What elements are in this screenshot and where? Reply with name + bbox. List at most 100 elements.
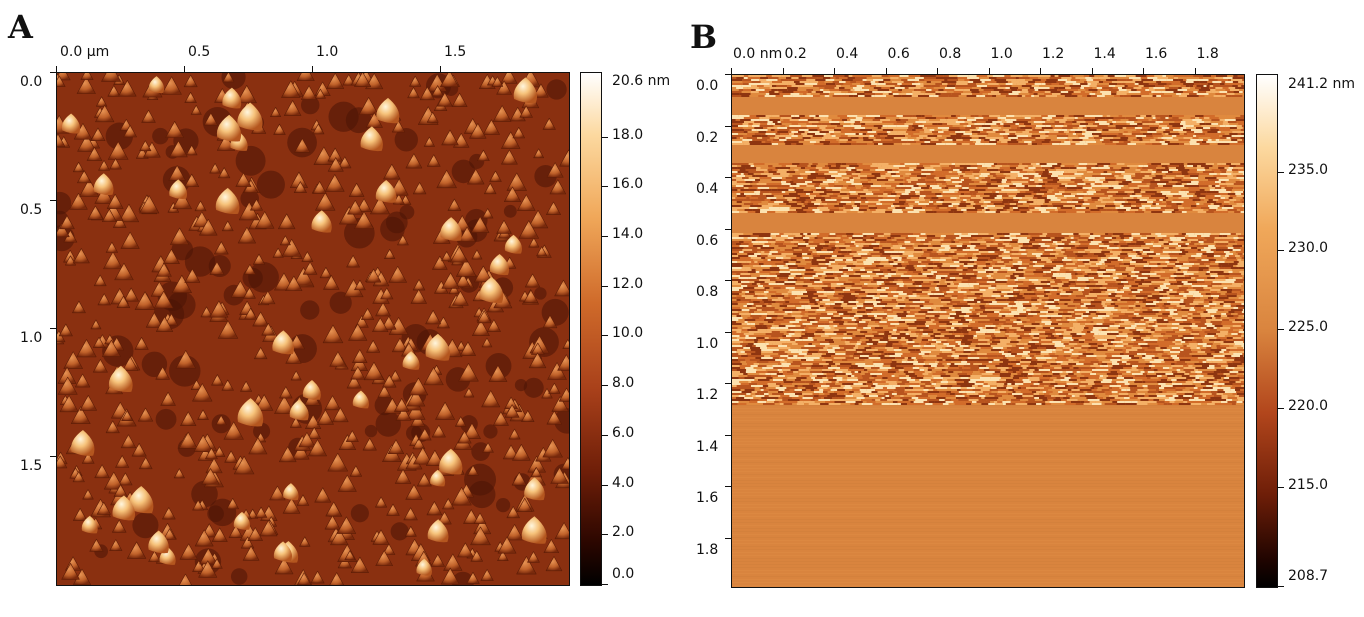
panel-b-x-tick-label: 1.6 [1145, 46, 1168, 62]
panel-b-scan-segment [1082, 95, 1088, 97]
panel-b-scan-segment [873, 135, 881, 137]
panel-b-scan-segment [1155, 195, 1167, 197]
panel-b-scan-segment [1048, 135, 1057, 137]
panel-b-scan-segment [796, 209, 804, 211]
panel-b-scan-segment [913, 247, 923, 249]
panel-b-scan-segment [1153, 201, 1162, 203]
panel-a-grain [338, 156, 352, 169]
panel-b-scan-segment [1110, 115, 1119, 117]
panel-b-scan-segment [1028, 75, 1039, 77]
panel-b-scan-segment [1235, 241, 1243, 243]
panel-b-scan-segment [1017, 205, 1022, 207]
panel-b-scan-segment [1199, 185, 1209, 187]
panel-b-scan-segment [1035, 127, 1042, 129]
panel-b-scan-segment [824, 165, 829, 167]
panel-b-scan-segment [808, 241, 814, 243]
panel-b-scan-segment [754, 121, 763, 123]
panel-b-scan-segment [1123, 185, 1129, 187]
panel-b-scan-segment [1121, 77, 1129, 79]
panel-b-scan-segment [1143, 117, 1153, 119]
panel-b-scan-segment [996, 123, 1001, 125]
panel-b-scan-segment [1153, 79, 1160, 81]
panel-b-scan-segment [806, 245, 813, 247]
panel-b-scan-segment [970, 115, 975, 117]
panel-b-scan-segment [866, 77, 879, 79]
panel-b-scan-segment [759, 119, 770, 121]
panel-b-scan-segment [866, 235, 878, 237]
panel-b-scan-segment [1047, 195, 1056, 197]
panel-b-scan-segment [1118, 133, 1123, 135]
panel-b-scan-segment [738, 235, 751, 237]
panel-b-scan-segment [781, 191, 786, 193]
panel-b-scan-segment [1167, 125, 1173, 127]
panel-a-grain [447, 198, 462, 211]
panel-a-bright-grain [524, 477, 545, 501]
panel-b-scan-segment [877, 207, 883, 209]
panel-b-scan-segment [808, 195, 816, 197]
panel-b-scan-segment [875, 137, 885, 139]
panel-b-scan-segment [744, 121, 755, 123]
panel-b-scan-segment [1183, 181, 1192, 183]
panel-b-scan-segment [1092, 123, 1100, 125]
panel-b-scan-segment [855, 117, 863, 119]
panel-a-grain [506, 172, 527, 191]
panel-b-scan-segment [1139, 199, 1148, 201]
panel-b-scan-segment [1161, 81, 1172, 83]
panel-b-scan-segment [934, 247, 945, 249]
panel-b-scan-segment [1092, 87, 1097, 89]
panel-b-scan-segment [732, 75, 744, 77]
panel-b-scan-segment [874, 189, 880, 191]
panel-b-scan-segment [851, 173, 861, 175]
panel-b-scan-segment [935, 169, 942, 171]
panel-b-scan-segment [1203, 209, 1209, 211]
panel-b-scan-segment [1118, 211, 1125, 213]
panel-b-scan-segment [1061, 183, 1068, 185]
panel-b-y-tick-label: 0.4 [696, 181, 719, 197]
panel-b-scan-segment [1159, 239, 1164, 241]
panel-b-scan-segment [883, 91, 892, 93]
panel-b-scan-segment [1209, 117, 1219, 119]
panel-b-scan-segment [987, 169, 993, 171]
panel-b-scan-segment [798, 77, 807, 79]
panel-b-scan-segment [1026, 211, 1033, 213]
panel-b-scan-segment [1047, 205, 1054, 207]
panel-b-scan-segment [1214, 163, 1218, 165]
panel-b-scan-segment [1239, 91, 1243, 93]
panel-a-grain [76, 76, 96, 94]
panel-b-scan-segment [743, 233, 753, 235]
panel-b-scan-segment [1057, 181, 1066, 183]
panel-b-scan-segment [843, 205, 852, 207]
panel-b-scan-segment [1098, 135, 1107, 137]
panel-b-scan-segment [757, 187, 770, 189]
panel-b-scan-segment [825, 131, 829, 133]
panel-b-scan-segment [1077, 183, 1086, 185]
panel-b-scan-segment [852, 83, 861, 85]
panel-b-scan-segment [798, 241, 806, 243]
panel-a-grain [404, 526, 417, 537]
panel-b-scan-segment [732, 81, 743, 83]
panel-a-grain [160, 391, 176, 406]
panel-b-scan-segment [1082, 187, 1092, 189]
panel-b-scan-segment [1102, 115, 1107, 117]
panel-b-scan-segment [809, 169, 819, 171]
panel-b-scan-segment [1080, 91, 1085, 93]
panel-a-y-tick-label: 1.5 [20, 458, 43, 474]
panel-a-colorbar-max: 20.6 nm [612, 73, 671, 89]
panel-b-scan-segment [773, 87, 784, 89]
panel-a-grain [518, 220, 539, 239]
panel-b-scan-segment [965, 173, 973, 175]
panel-b-scan-segment [1080, 235, 1090, 237]
panel-b-scan-segment [828, 93, 835, 95]
panel-b-scan-segment [769, 187, 778, 189]
panel-b-scan-segment [1235, 137, 1241, 139]
panel-a-grain [209, 300, 229, 318]
panel-b-scan-segment [751, 81, 761, 83]
panel-b-scan-segment [1162, 75, 1167, 77]
panel-a-grain [137, 407, 154, 422]
panel-b-scan-segment [1057, 235, 1069, 237]
panel-b-scan-segment [979, 175, 983, 177]
panel-b-scan-segment [777, 169, 789, 171]
panel-b-scan-segment [898, 77, 910, 79]
panel-b-scan-segment [881, 185, 892, 187]
panel-b-scan-segment [1034, 83, 1042, 85]
